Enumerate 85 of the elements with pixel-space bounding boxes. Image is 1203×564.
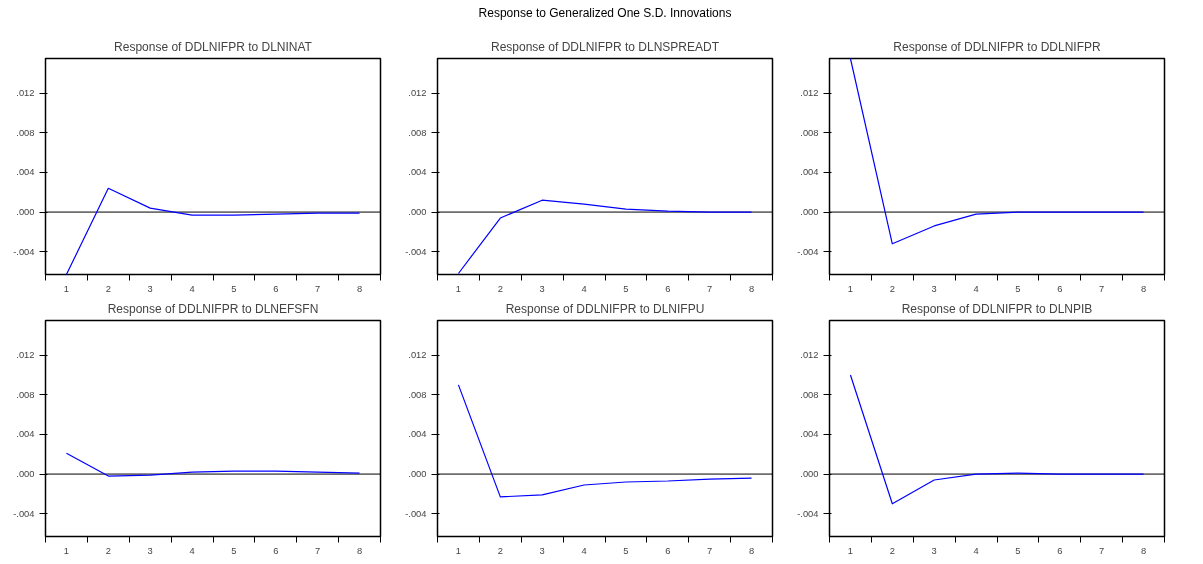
y-tick-label: .008 [800, 127, 819, 138]
x-tick-label: 1 [455, 545, 462, 556]
y-tick-label: .004 [408, 167, 427, 178]
x-tick-label: 2 [497, 283, 503, 294]
y-tick-label: .004 [800, 429, 819, 440]
x-tick-label: 4 [581, 545, 587, 556]
y-tick-label: .008 [16, 389, 35, 400]
x-tick-label: 4 [973, 283, 979, 294]
x-tick-label: 5 [623, 283, 629, 294]
x-tick-label: 8 [356, 283, 363, 294]
x-tick-label: 7 [315, 283, 321, 294]
x-tick-label: 8 [748, 545, 755, 556]
y-tick-label: .000 [16, 469, 35, 480]
x-tick-label: 6 [665, 283, 671, 294]
y-tick-label: .008 [408, 389, 427, 400]
y-tick-label: .008 [16, 127, 35, 138]
x-tick-label: 1 [63, 545, 70, 556]
x-tick-label: 3 [147, 283, 153, 294]
y-tick-label: .008 [800, 389, 819, 400]
y-tick-label: .004 [16, 167, 35, 178]
x-tick-label: 1 [847, 283, 854, 294]
y-tick-label: .012 [800, 350, 819, 361]
x-tick-label: 4 [581, 283, 587, 294]
y-tick-label: .012 [16, 350, 35, 361]
y-tick-label: -.004 [405, 246, 427, 257]
x-tick-label: 7 [315, 545, 321, 556]
x-tick-label: 6 [273, 545, 279, 556]
x-tick-label: 7 [707, 545, 713, 556]
chart-title: Response of DDLNIFPR to DLNSPREADT [490, 39, 720, 54]
chart-title: Response of DDLNIFPR to DLNPIB [901, 301, 1093, 316]
y-tick-label: .000 [16, 207, 35, 218]
x-tick-label: 6 [1057, 545, 1063, 556]
y-tick-label: .012 [408, 88, 427, 99]
y-tick-label: .000 [408, 207, 427, 218]
x-tick-label: 1 [455, 283, 462, 294]
x-tick-label: 8 [1140, 283, 1147, 294]
x-tick-label: 7 [707, 283, 713, 294]
x-tick-label: 5 [623, 545, 629, 556]
y-tick-label: .004 [408, 429, 427, 440]
x-tick-label: 3 [539, 283, 545, 294]
x-tick-label: 6 [1057, 283, 1063, 294]
x-tick-label: 1 [847, 545, 854, 556]
x-tick-label: 3 [931, 283, 937, 294]
x-tick-label: 1 [63, 283, 70, 294]
x-tick-label: 6 [665, 545, 671, 556]
x-tick-label: 2 [497, 545, 503, 556]
chart-title: Response of DDLNIFPR to DLNIFPU [505, 301, 705, 316]
y-tick-label: .000 [800, 469, 819, 480]
y-tick-label: -.004 [797, 508, 819, 519]
y-tick-label: -.004 [13, 246, 35, 257]
text: Response to Generalized One S.D. Innovations [478, 5, 732, 22]
x-tick-label: 4 [189, 545, 195, 556]
x-tick-label: 4 [189, 283, 195, 294]
x-tick-label: 2 [889, 545, 895, 556]
x-tick-label: 3 [147, 545, 153, 556]
x-tick-label: 2 [105, 545, 111, 556]
x-tick-label: 5 [231, 545, 237, 556]
x-tick-label: 5 [1015, 283, 1021, 294]
x-tick-label: 5 [231, 283, 237, 294]
y-tick-label: -.004 [405, 508, 427, 519]
x-tick-label: 2 [105, 283, 111, 294]
y-tick-label: .000 [800, 207, 819, 218]
chart-title: Response of DDLNIFPR to DLNINAT [114, 39, 313, 54]
y-tick-label: -.004 [13, 508, 35, 519]
chart-title: Response of DDLNIFPR to DLNEFSFN [107, 301, 319, 316]
x-tick-label: 6 [273, 283, 279, 294]
x-tick-label: 4 [973, 545, 979, 556]
y-tick-label: .000 [408, 469, 427, 480]
x-tick-label: 5 [1015, 545, 1021, 556]
x-tick-label: 3 [931, 545, 937, 556]
x-tick-label: 2 [889, 283, 895, 294]
x-tick-label: 7 [1099, 283, 1105, 294]
x-tick-label: 8 [356, 545, 363, 556]
y-tick-label: .008 [408, 127, 427, 138]
chart-title: Response of DDLNIFPR to DDLNIFPR [893, 39, 1102, 54]
x-tick-label: 8 [748, 283, 755, 294]
y-tick-label: .012 [16, 88, 35, 99]
y-tick-label: .004 [800, 167, 819, 178]
y-tick-label: .012 [800, 88, 819, 99]
x-tick-label: 8 [1140, 545, 1147, 556]
y-tick-label: -.004 [797, 246, 819, 257]
y-tick-label: .012 [408, 350, 427, 361]
x-tick-label: 7 [1099, 545, 1105, 556]
x-tick-label: 3 [539, 545, 545, 556]
y-tick-label: .004 [16, 429, 35, 440]
